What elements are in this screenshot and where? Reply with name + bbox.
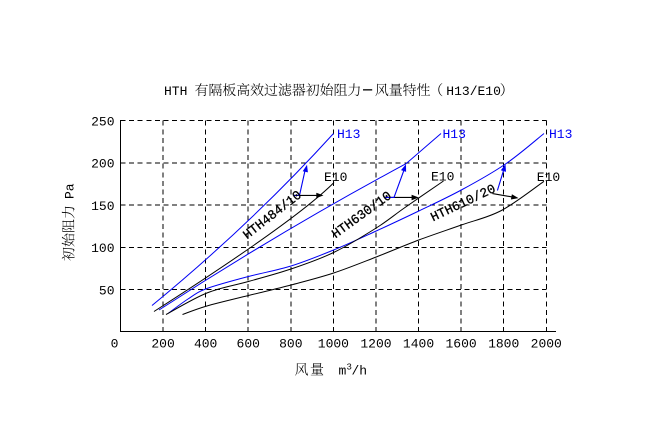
svg-text:150: 150 — [91, 199, 114, 214]
svg-text:100: 100 — [91, 241, 114, 256]
svg-text:E10: E10 — [537, 170, 560, 185]
svg-text:1000: 1000 — [318, 337, 349, 352]
svg-text:H13: H13 — [337, 127, 360, 142]
svg-text:H13: H13 — [443, 127, 466, 142]
svg-text:HTH: HTH — [164, 84, 187, 99]
svg-text:200: 200 — [151, 337, 174, 352]
svg-text:0: 0 — [111, 337, 119, 352]
svg-text:400: 400 — [194, 337, 217, 352]
svg-text:800: 800 — [279, 337, 302, 352]
svg-text:600: 600 — [237, 337, 260, 352]
svg-text:2000: 2000 — [531, 337, 562, 352]
svg-text:250: 250 — [91, 114, 114, 129]
svg-text:Pa: Pa — [63, 183, 78, 199]
svg-text:H13/E10: H13/E10 — [446, 84, 501, 99]
svg-text:/h: /h — [352, 364, 368, 379]
svg-text:E10: E10 — [431, 170, 454, 185]
svg-text:H13: H13 — [549, 127, 572, 142]
svg-text:200: 200 — [91, 157, 114, 172]
svg-text:3: 3 — [347, 363, 352, 373]
svg-text:1600: 1600 — [446, 337, 477, 352]
svg-text:1200: 1200 — [360, 337, 391, 352]
svg-text:1400: 1400 — [403, 337, 434, 352]
svg-text:50: 50 — [99, 283, 115, 298]
svg-text:m: m — [339, 364, 347, 379]
svg-text:1800: 1800 — [488, 337, 519, 352]
svg-text:E10: E10 — [324, 170, 347, 185]
